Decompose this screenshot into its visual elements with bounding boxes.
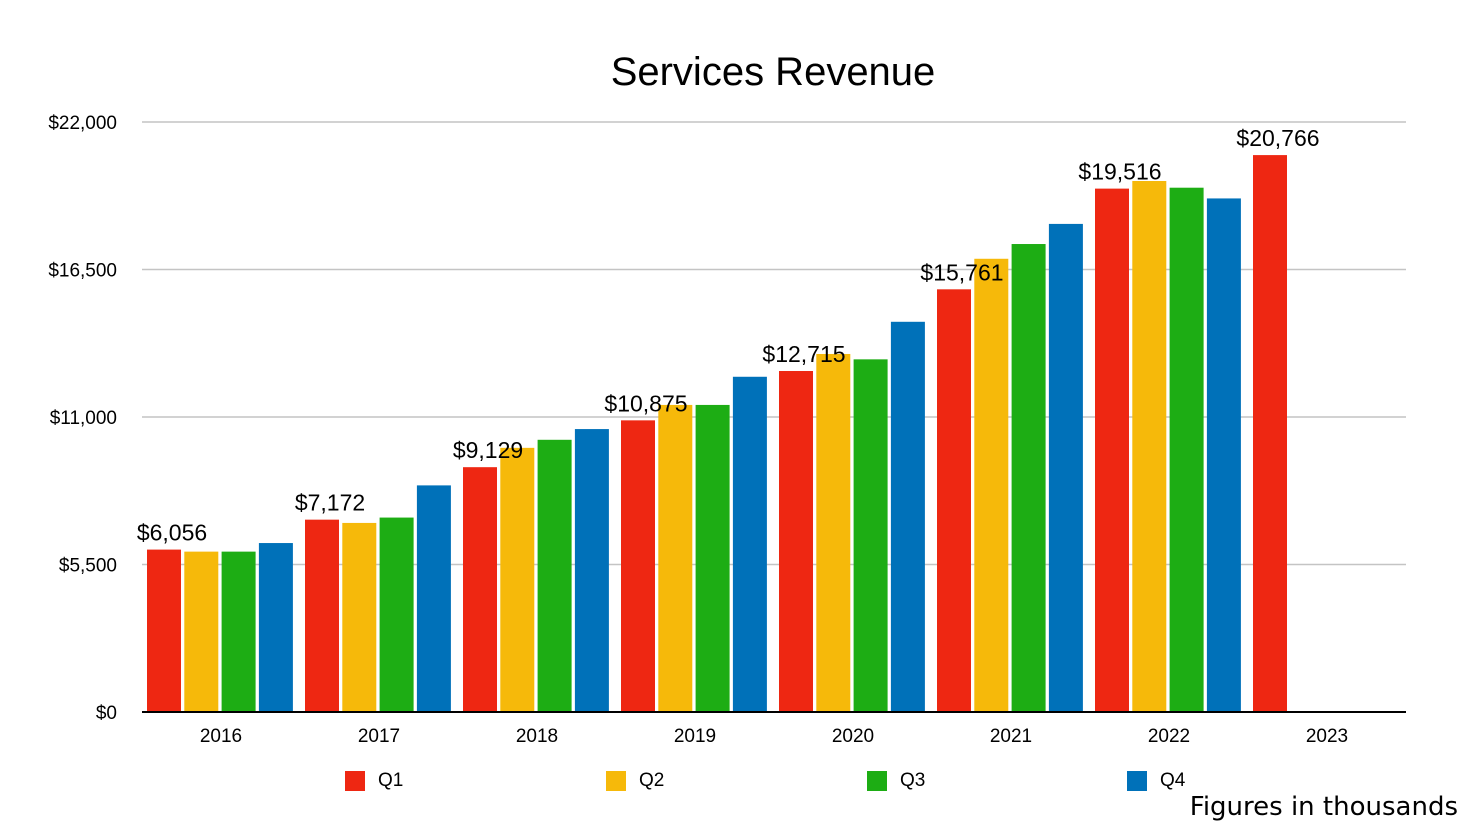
data-label: $19,516 <box>1078 159 1161 185</box>
legend-item-q4: Q4 <box>1127 770 1185 792</box>
bar-q4 <box>574 429 609 712</box>
x-tick-label: 2016 <box>200 726 242 747</box>
x-tick-label: 2020 <box>832 726 874 747</box>
bar-q4 <box>732 376 767 712</box>
bar-q2 <box>658 404 693 712</box>
bar-q3 <box>1169 187 1204 713</box>
bar-q4 <box>416 485 451 712</box>
data-label: $15,761 <box>920 259 1003 285</box>
legend-label-q4: Q4 <box>1160 770 1186 791</box>
chart-title: Services Revenue <box>610 50 936 94</box>
bar-q3 <box>221 551 256 712</box>
bar-q3 <box>1011 244 1046 713</box>
y-tick-label: $5,500 <box>59 556 117 577</box>
y-tick-label: $0 <box>96 703 117 724</box>
bar-q1 <box>305 519 339 712</box>
legend-swatch-q4 <box>1127 771 1147 791</box>
bar-q1 <box>779 371 813 712</box>
bar-q3 <box>379 517 414 712</box>
legend-label-q2: Q2 <box>639 770 665 791</box>
bar-q2 <box>342 522 377 712</box>
bar-q1 <box>1253 155 1287 713</box>
x-tick-label: 2021 <box>990 726 1032 747</box>
bar-q1 <box>937 289 971 712</box>
bar-q2 <box>974 258 1009 712</box>
legend-item-q1: Q1 <box>345 770 403 792</box>
bar-q2 <box>500 447 535 712</box>
bar-q4 <box>258 543 293 712</box>
x-tick-label: 2018 <box>516 726 558 747</box>
legend-label-q3: Q3 <box>900 770 926 791</box>
legend-label-q1: Q1 <box>378 770 404 791</box>
legend-item-q3: Q3 <box>867 770 925 792</box>
legend-swatch-q1 <box>345 771 365 791</box>
bar-q2 <box>816 353 851 712</box>
bar-q3 <box>695 404 730 712</box>
data-label: $6,056 <box>137 520 207 546</box>
y-tick-label: $16,500 <box>48 261 117 282</box>
data-label: $7,172 <box>295 490 365 516</box>
bar-q2 <box>184 551 219 712</box>
legend-swatch-q3 <box>867 771 887 791</box>
bar-q1 <box>147 549 181 712</box>
bar-q2 <box>1132 181 1167 712</box>
data-label: $10,875 <box>604 390 687 416</box>
data-label: $20,766 <box>1236 125 1319 151</box>
data-label: $12,715 <box>762 341 845 367</box>
data-label: $9,129 <box>453 437 523 463</box>
bar-q4 <box>1206 198 1241 712</box>
x-tick-label: 2019 <box>674 726 716 747</box>
figures-note: Figures in thousands <box>1189 792 1458 822</box>
legend-item-q2: Q2 <box>606 770 664 792</box>
x-tick-label: 2023 <box>1306 726 1348 747</box>
legend-swatch-q2 <box>606 771 626 791</box>
y-tick-label: $11,000 <box>50 408 117 429</box>
x-tick-label: 2017 <box>358 726 400 747</box>
bar-q1 <box>463 467 497 712</box>
bar-q3 <box>537 439 572 712</box>
y-tick-label: $22,000 <box>48 113 117 134</box>
bar-q4 <box>1048 223 1083 712</box>
bar-q1 <box>621 420 655 712</box>
bar-q3 <box>853 359 888 712</box>
legend: Q1 Q2 Q3 Q4 <box>0 770 1468 796</box>
x-tick-label: 2022 <box>1148 726 1190 747</box>
bar-q1 <box>1095 188 1129 713</box>
bar-q4 <box>890 321 925 712</box>
